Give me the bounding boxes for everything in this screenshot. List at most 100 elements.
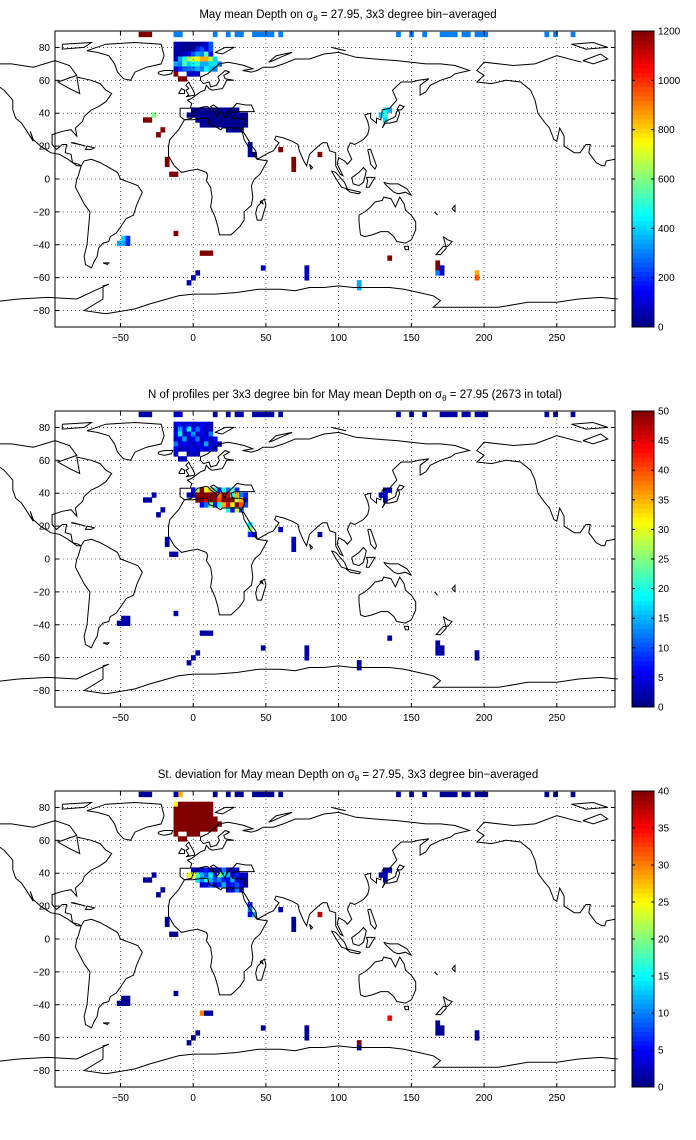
colorbar-tick-label: 10 xyxy=(658,1009,670,1020)
bin-cell xyxy=(191,421,196,428)
colorbar-tick-label: 400 xyxy=(658,224,675,235)
colorbar-step xyxy=(632,693,654,699)
bin-cell xyxy=(199,497,205,503)
bin-cell xyxy=(173,990,179,997)
colorbar-step xyxy=(632,980,654,986)
coastline xyxy=(180,52,469,175)
colorbar-step xyxy=(632,1026,654,1033)
bin-cell xyxy=(182,46,188,52)
colorbar-step xyxy=(632,1036,654,1042)
bin-cell xyxy=(230,872,236,878)
bin-cell xyxy=(204,250,209,256)
colorbar-step xyxy=(632,54,654,60)
colorbar-step xyxy=(632,1059,654,1065)
colorbar-step xyxy=(632,81,654,88)
y-tick-label: 20 xyxy=(39,522,51,533)
colorbar-step xyxy=(632,637,654,643)
coastline xyxy=(158,451,173,456)
colorbar-step xyxy=(632,44,654,51)
coastline xyxy=(436,237,452,255)
colorbar-step xyxy=(632,225,654,231)
bin-cell xyxy=(208,431,214,437)
coastlines xyxy=(0,423,618,694)
colorbar-tick-label: 0 xyxy=(658,323,664,334)
colorbar-step xyxy=(632,841,654,848)
bin-cell xyxy=(204,502,209,508)
colorbar-step xyxy=(632,188,654,194)
colorbar-step xyxy=(632,823,654,829)
bin-cell xyxy=(173,61,179,67)
bin-cell xyxy=(191,831,196,837)
bin-cell xyxy=(256,791,262,798)
y-tick-label: −20 xyxy=(33,587,50,598)
bin-cell xyxy=(208,821,214,827)
colorbar-step xyxy=(632,994,654,1000)
bin-cell xyxy=(230,887,236,893)
bin-cell xyxy=(182,431,188,437)
colorbar-step xyxy=(632,989,654,996)
coastline xyxy=(366,557,375,567)
bin-cell xyxy=(435,640,441,646)
bin-cell xyxy=(278,791,284,798)
bin-cell xyxy=(199,122,205,128)
bin-cell xyxy=(173,171,179,177)
bin-cell xyxy=(212,502,218,508)
bin-cell xyxy=(169,931,174,937)
colorbar-step xyxy=(632,702,654,708)
colorbar-step xyxy=(632,114,654,120)
coastline xyxy=(186,842,195,857)
coastline xyxy=(368,909,377,929)
coastline xyxy=(71,903,86,906)
bin-cell xyxy=(230,507,236,513)
bin-cell xyxy=(479,411,484,418)
bin-cell xyxy=(204,492,209,498)
bin-cell xyxy=(234,887,240,893)
bin-cell xyxy=(435,270,441,276)
bin-cell xyxy=(247,531,253,538)
colorbar-step xyxy=(632,572,654,579)
coastline xyxy=(352,548,367,566)
bin-cell xyxy=(422,411,428,418)
coastline xyxy=(215,47,234,54)
bin-cell xyxy=(199,421,205,428)
bin-cell xyxy=(182,816,188,822)
colorbar-step xyxy=(632,535,654,542)
bin-cell xyxy=(239,117,244,123)
colorbar-tick-label: 40 xyxy=(658,466,670,477)
bin-cell xyxy=(195,826,201,832)
bin-cell xyxy=(177,41,183,48)
bin-cell xyxy=(121,620,126,626)
bin-cell xyxy=(195,270,201,276)
colorbar-step xyxy=(632,586,654,592)
bin-cell xyxy=(225,122,231,128)
bin-cell xyxy=(448,411,454,418)
colorbar-step xyxy=(632,800,654,806)
bin-cell xyxy=(204,441,209,447)
x-axis: −50 0 50 100 150 200 250 xyxy=(112,791,566,1104)
bin-cell xyxy=(182,441,188,447)
colorbar-step xyxy=(632,160,654,166)
bin-cell xyxy=(217,122,222,128)
bin-cell xyxy=(156,512,161,518)
bin-cell xyxy=(225,877,231,883)
y-tick-label: 40 xyxy=(39,109,51,120)
bin-cell xyxy=(138,791,144,798)
bin-cell xyxy=(208,497,214,503)
bin-cell xyxy=(461,791,467,798)
bin-cell xyxy=(243,122,249,128)
bin-cell xyxy=(125,995,131,1002)
x-tick-label: 250 xyxy=(548,333,565,344)
bin-cell xyxy=(221,867,227,873)
colorbar-ticks: 0 5 10 15 20 25 30 35 40 45 50 xyxy=(632,407,670,714)
bin-cell xyxy=(544,31,550,38)
bin-cell xyxy=(212,31,218,38)
coastline xyxy=(359,577,416,623)
coastline xyxy=(256,959,266,980)
bin-cell xyxy=(199,811,205,817)
bin-cell xyxy=(204,61,209,67)
colorbar-step xyxy=(632,614,654,620)
bin-cell xyxy=(208,811,214,817)
bin-cell xyxy=(164,541,170,548)
colorbar-step xyxy=(632,952,654,959)
